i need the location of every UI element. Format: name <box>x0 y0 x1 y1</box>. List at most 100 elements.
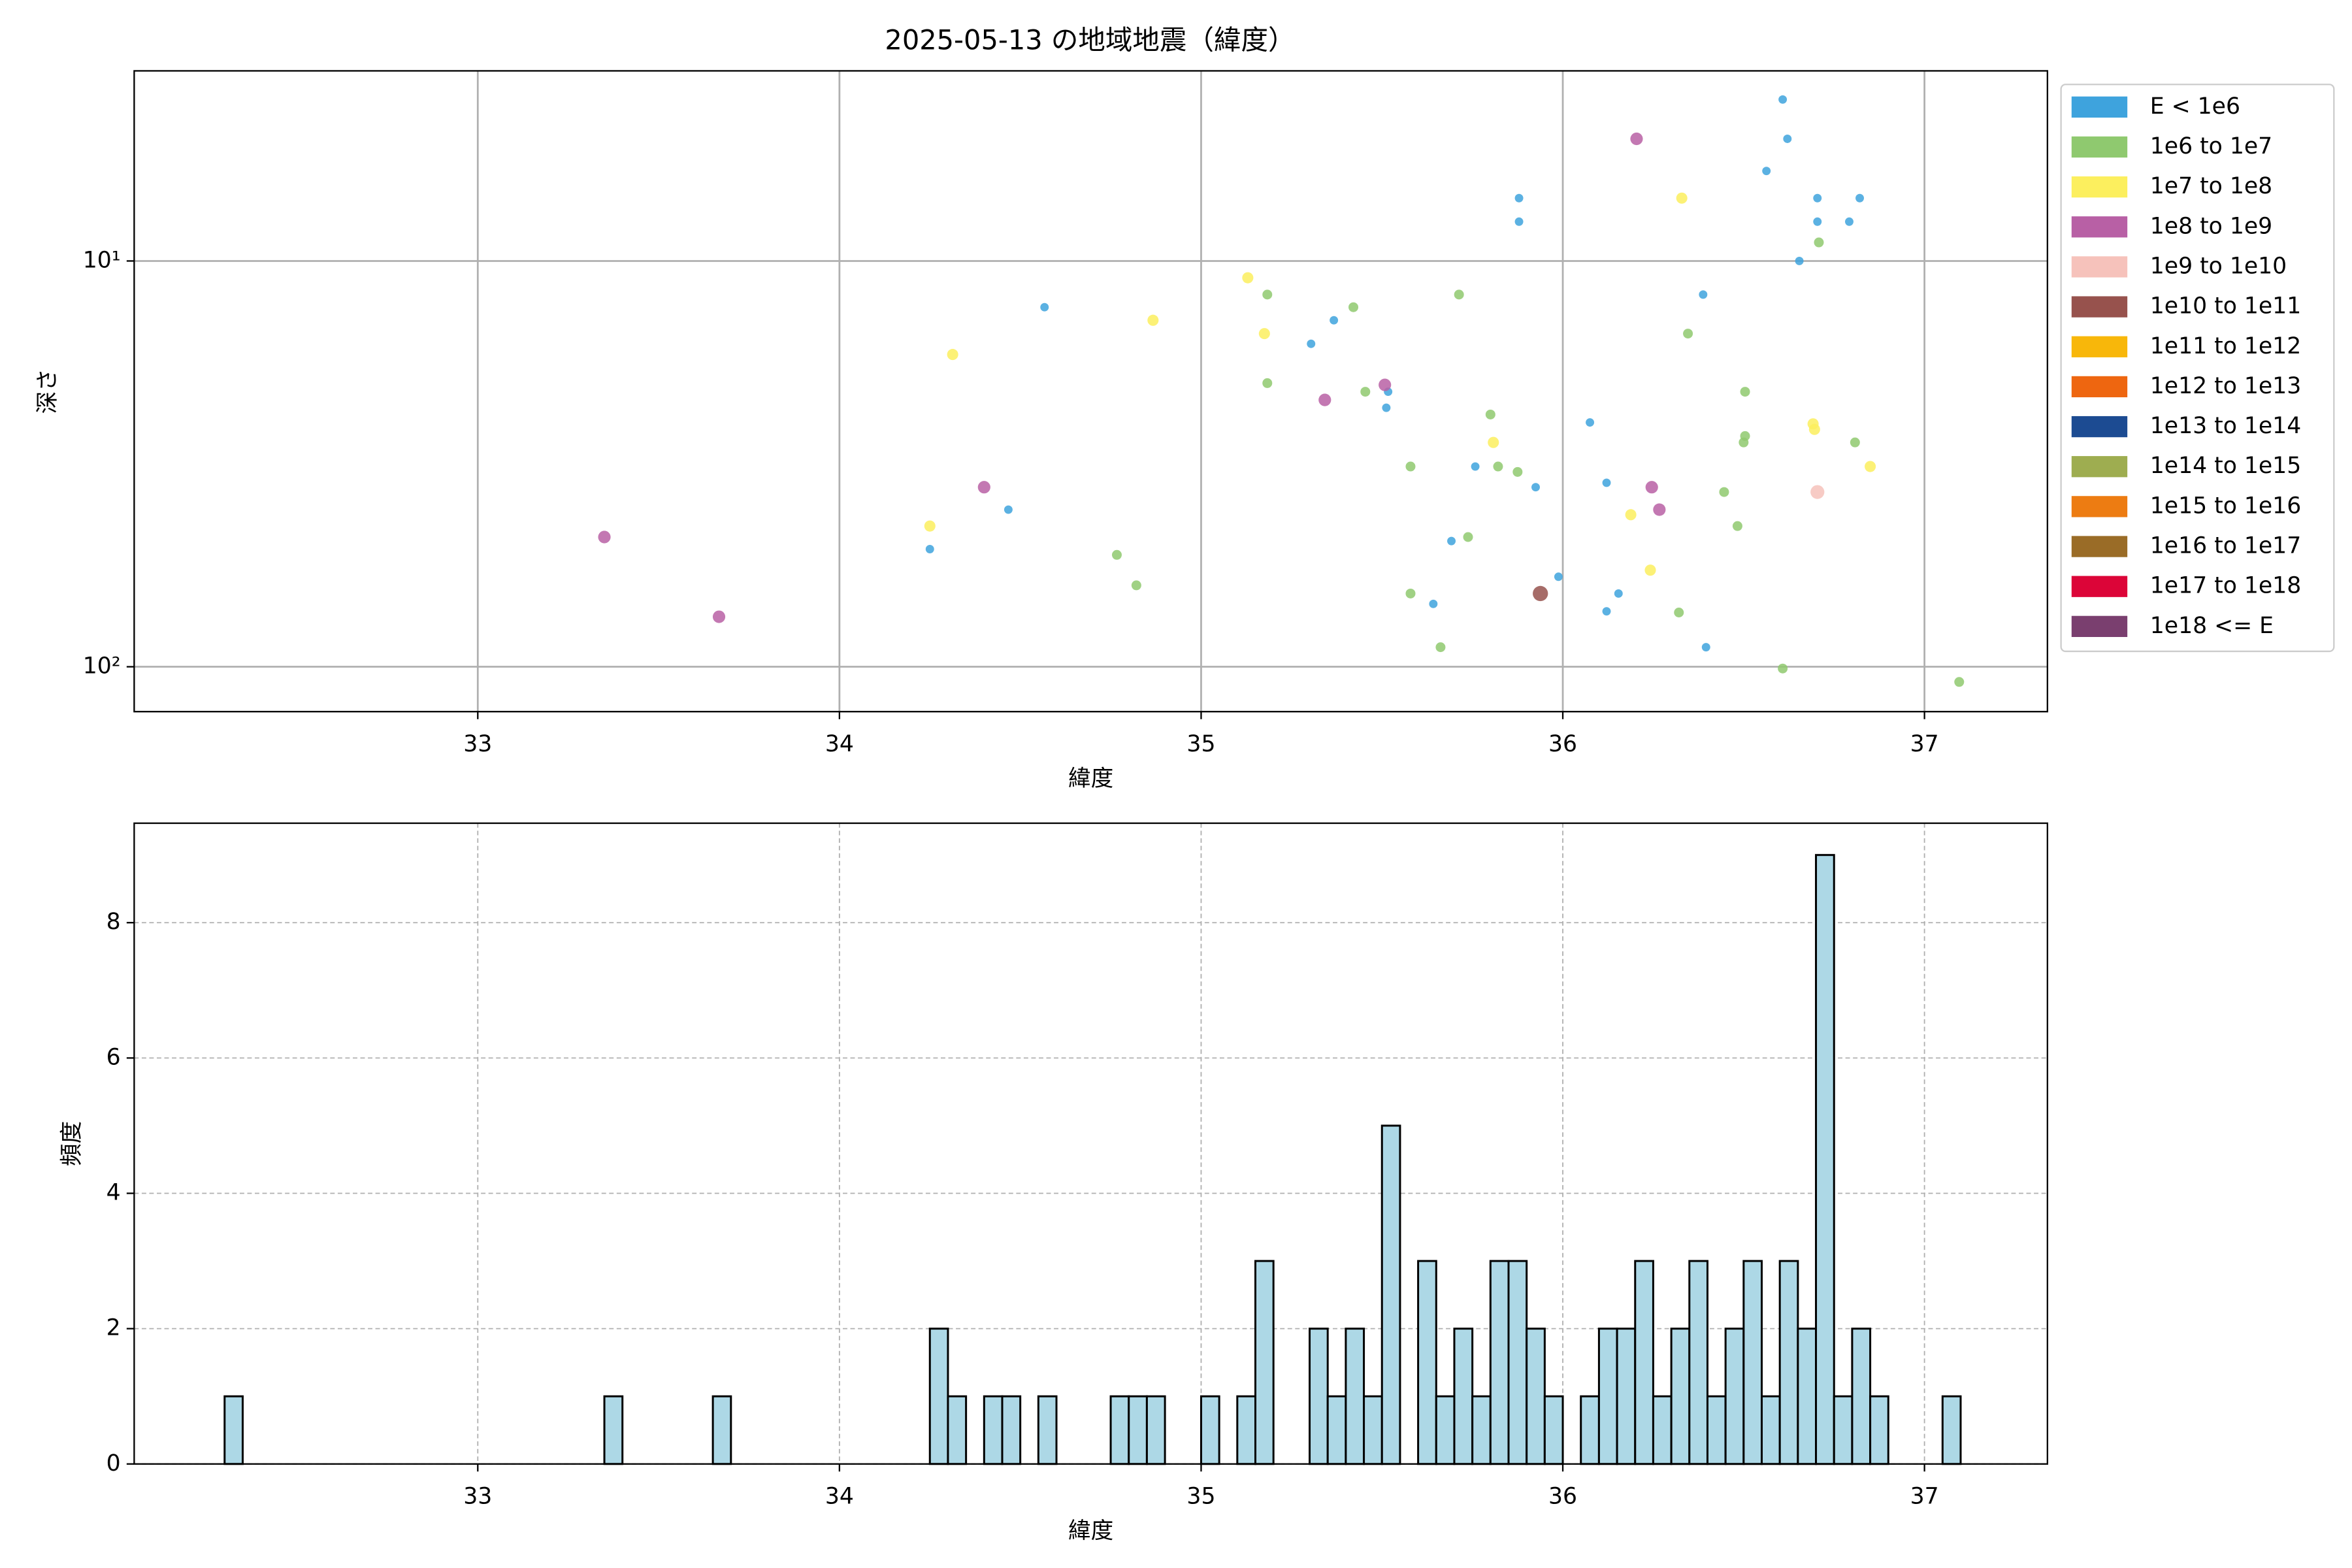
histogram-bar <box>928 1328 949 1465</box>
histogram-bar <box>1597 1328 1618 1465</box>
histogram-bar <box>983 1395 1004 1465</box>
data-point <box>1111 549 1122 560</box>
histogram-bar <box>1489 1260 1510 1465</box>
data-point <box>1463 532 1473 542</box>
data-point <box>1778 663 1788 674</box>
histogram-bar <box>1109 1395 1130 1465</box>
histogram-bar <box>1526 1328 1546 1465</box>
data-point <box>1147 314 1159 326</box>
x-axis-label: 緯度 <box>1068 766 1113 792</box>
legend-patch <box>2071 416 2128 438</box>
data-point <box>925 545 934 553</box>
legend-label: 1e12 to 1e13 <box>2150 373 2301 399</box>
legend-patch <box>2071 96 2128 118</box>
histogram-bar <box>1797 1328 1818 1465</box>
data-point <box>1435 642 1446 653</box>
data-point <box>1699 290 1708 299</box>
legend-patch <box>2071 536 2128 557</box>
histogram-bar <box>1380 1124 1401 1465</box>
plot-frame <box>133 822 2048 1465</box>
data-point <box>1330 316 1339 325</box>
histogram-bar <box>1778 1260 1799 1465</box>
x-tick-label: 33 <box>463 731 492 757</box>
data-point <box>1845 217 1854 226</box>
data-point <box>1485 409 1495 419</box>
legend-label: 1e9 to 1e10 <box>2150 253 2287 279</box>
x-tick-label: 37 <box>1910 731 1939 757</box>
legend-patch <box>2071 136 2128 158</box>
legend-label: 1e18 <= E <box>2150 613 2274 639</box>
data-point <box>1954 677 1965 687</box>
legend-patch <box>2071 615 2128 637</box>
data-point <box>1808 423 1820 435</box>
data-point <box>1131 580 1141 591</box>
histogram-bar <box>711 1395 732 1465</box>
data-point <box>1865 461 1876 472</box>
data-point <box>1701 643 1710 652</box>
histogram-bar <box>1616 1328 1637 1465</box>
y-tick-label: 0 <box>106 1450 121 1477</box>
data-point <box>1630 132 1643 146</box>
data-point <box>924 520 936 532</box>
histogram-bar <box>1128 1395 1148 1465</box>
histogram-bar <box>1254 1260 1275 1465</box>
legend-label: 1e15 to 1e16 <box>2150 493 2301 519</box>
data-point <box>1262 289 1273 300</box>
data-point <box>1732 521 1742 531</box>
data-point <box>1360 387 1371 397</box>
histogram-bar <box>1543 1395 1564 1465</box>
histogram-bar <box>1363 1395 1383 1465</box>
data-point <box>947 349 958 361</box>
x-tick-label: 37 <box>1910 1484 1939 1510</box>
legend-patch <box>2071 216 2128 238</box>
data-point <box>1533 585 1548 602</box>
y-tick-label: 8 <box>106 909 121 935</box>
data-point <box>1674 607 1684 617</box>
histogram-bar <box>1236 1395 1256 1465</box>
histogram-bar <box>1200 1395 1220 1465</box>
histogram-bar <box>1037 1395 1058 1465</box>
data-point <box>1810 485 1825 499</box>
histogram-bar <box>1453 1328 1474 1465</box>
histogram-bar <box>1670 1328 1691 1465</box>
plot-frame <box>133 70 2048 713</box>
data-point <box>598 531 611 544</box>
histogram-bar <box>1652 1395 1673 1465</box>
data-point <box>1531 483 1540 492</box>
histogram-bar <box>1471 1395 1492 1465</box>
data-point <box>1778 95 1788 104</box>
histogram-bar <box>603 1395 624 1465</box>
data-point <box>1554 572 1563 581</box>
data-point <box>1813 217 1822 226</box>
data-point <box>1762 167 1771 176</box>
histogram-bar <box>1345 1328 1365 1465</box>
histogram-bar <box>1580 1395 1600 1465</box>
data-point <box>1739 437 1749 448</box>
data-point <box>1602 607 1611 616</box>
data-point <box>1813 193 1822 203</box>
data-point <box>1602 478 1611 487</box>
x-tick-label: 35 <box>1186 1484 1215 1510</box>
data-point <box>1382 403 1391 412</box>
data-point <box>1454 289 1464 300</box>
histogram-bar <box>1869 1395 1889 1465</box>
data-point <box>712 610 726 623</box>
data-point <box>1614 589 1623 598</box>
histogram-bar <box>1507 1260 1528 1465</box>
data-point <box>977 481 990 494</box>
data-point <box>1683 329 1693 339</box>
data-point <box>1795 256 1804 265</box>
histogram-bar <box>1688 1260 1708 1465</box>
histogram-bar <box>1309 1328 1329 1465</box>
data-point <box>1644 564 1656 576</box>
legend-patch <box>2071 336 2128 357</box>
histogram-bar <box>1326 1395 1347 1465</box>
y-axis-label: 頻度 <box>59 1121 85 1166</box>
legend-label: 1e17 to 1e18 <box>2150 573 2301 599</box>
legend-patch <box>2071 296 2128 318</box>
histogram-bar <box>1941 1395 1962 1465</box>
y-tick-label: 2 <box>106 1315 121 1341</box>
data-point <box>1676 192 1688 204</box>
y-tick-label: 6 <box>106 1044 121 1070</box>
legend-label: 1e6 to 1e7 <box>2150 133 2272 159</box>
